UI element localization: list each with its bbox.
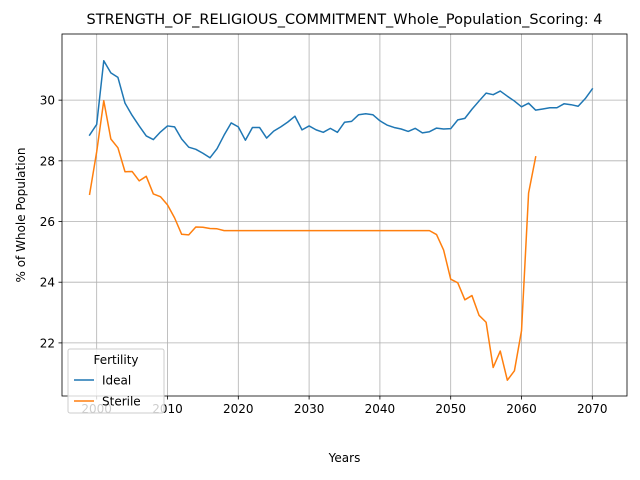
x-tick-label: 2040 — [365, 402, 396, 416]
x-tick-label: 2070 — [577, 402, 608, 416]
x-axis-ticks: 20002010202020302040205020602070 — [81, 396, 608, 416]
grid — [62, 34, 627, 396]
legend-title: Fertility — [93, 353, 138, 367]
y-tick-label: 22 — [40, 336, 55, 350]
legend-box — [67, 348, 165, 414]
y-tick-label: 26 — [40, 215, 55, 229]
x-tick-label: 2060 — [506, 402, 537, 416]
x-axis-label: Years — [328, 451, 361, 465]
y-axis-ticks: 22 24 26 28 30 — [40, 94, 62, 350]
legend: Fertility Ideal Sterile — [67, 348, 165, 414]
legend-label-ideal: Ideal — [102, 374, 131, 388]
legend-label-sterile: Sterile — [102, 395, 141, 409]
series-line-sterile — [88, 100, 537, 381]
x-tick-label: 2030 — [294, 402, 325, 416]
series-lines — [88, 59, 594, 381]
chart-title: STRENGTH_OF_RELIGIOUS_COMMITMENT_Whole_P… — [87, 12, 603, 28]
y-tick-label: 28 — [40, 154, 55, 168]
y-tick-label: 24 — [40, 276, 55, 290]
legend-items: Ideal Sterile — [74, 374, 141, 409]
x-tick-label: 2020 — [223, 402, 254, 416]
plot-frame — [61, 33, 628, 397]
x-tick-label: 2050 — [435, 402, 466, 416]
y-tick-label: 30 — [40, 94, 55, 108]
series-line-ideal — [88, 59, 594, 159]
y-axis-label: % of Whole Population — [14, 148, 28, 283]
